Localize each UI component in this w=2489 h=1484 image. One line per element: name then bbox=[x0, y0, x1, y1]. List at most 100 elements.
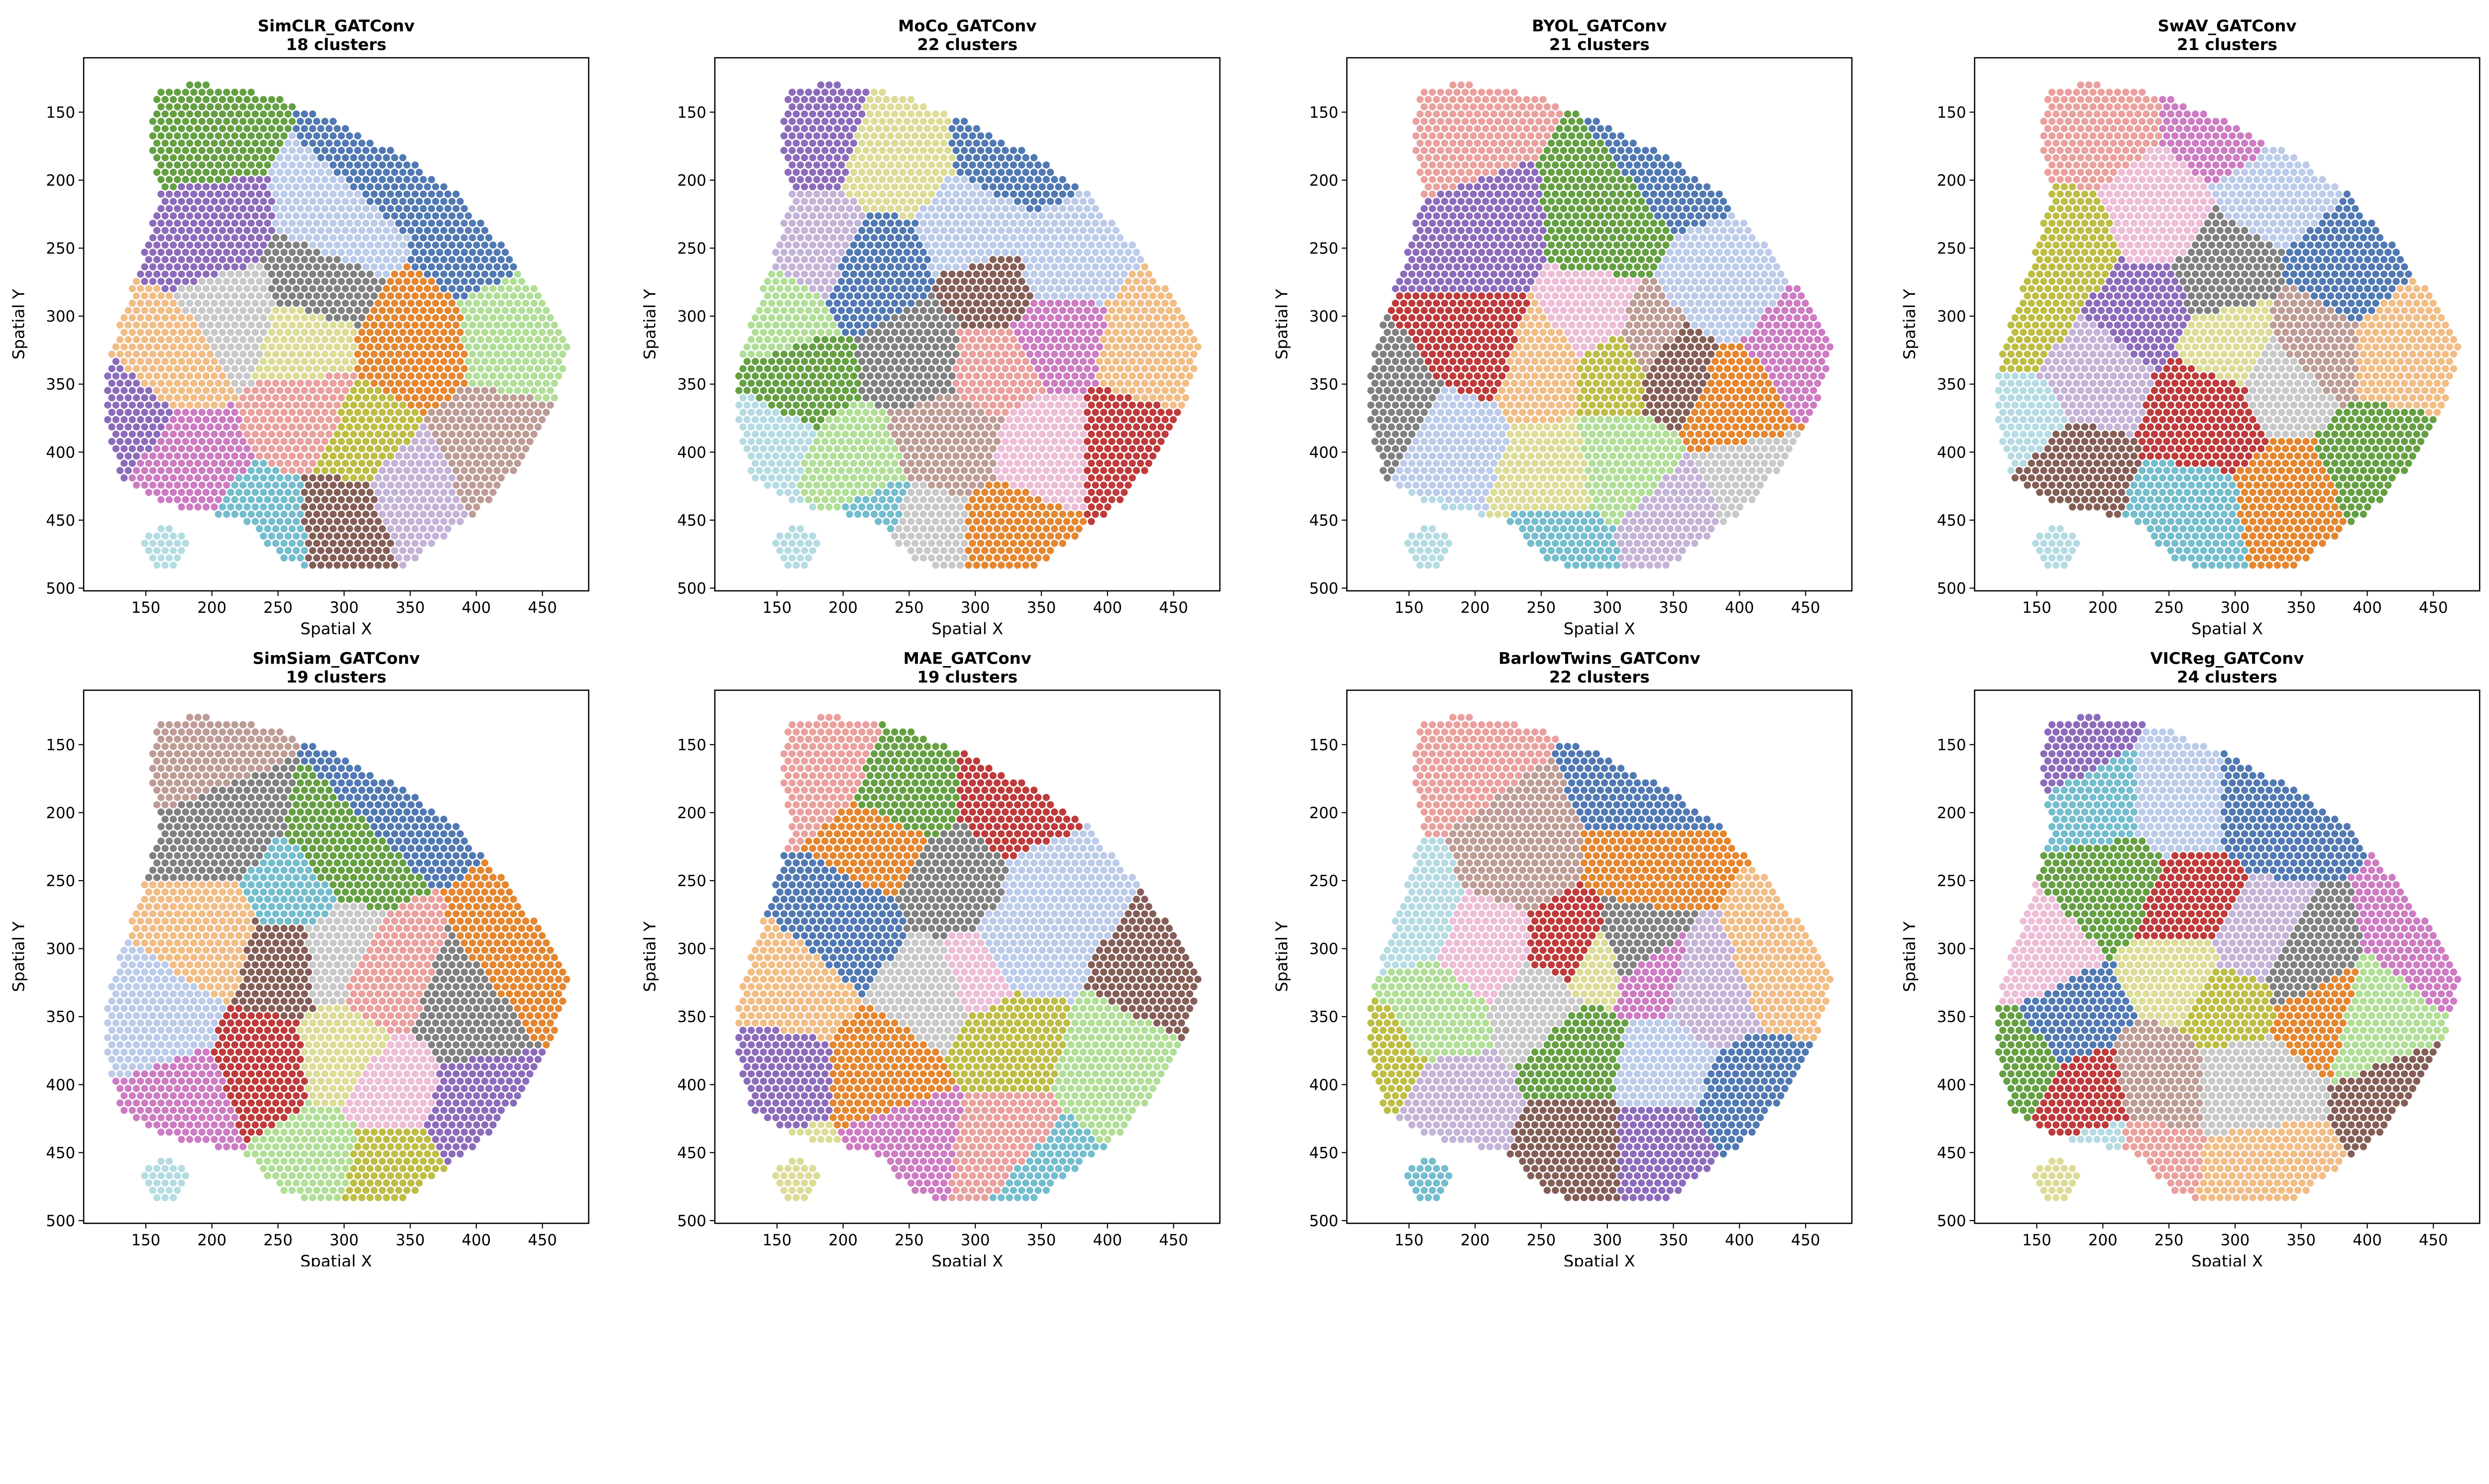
spot-point bbox=[313, 393, 321, 402]
spot-point bbox=[144, 357, 153, 366]
spot-point bbox=[866, 314, 874, 322]
spot-point bbox=[829, 350, 837, 358]
spot-point bbox=[1108, 306, 1116, 315]
spot-point bbox=[152, 546, 161, 555]
spot-point bbox=[1034, 161, 1042, 169]
spot-point bbox=[1104, 386, 1112, 395]
spot-point bbox=[177, 314, 186, 322]
spot-point bbox=[1120, 299, 1129, 308]
spot-point bbox=[1087, 357, 1096, 366]
spot-point bbox=[837, 248, 846, 257]
spot-point bbox=[185, 299, 194, 308]
spot-point bbox=[1169, 415, 1178, 424]
spot-point bbox=[837, 103, 846, 111]
spot-point bbox=[271, 233, 280, 242]
spot-point bbox=[259, 124, 268, 133]
spot-point bbox=[480, 386, 489, 395]
spot-point bbox=[812, 146, 821, 155]
spot-point bbox=[394, 423, 403, 431]
spot-point bbox=[263, 364, 272, 373]
spot-point bbox=[935, 292, 944, 300]
spot-point bbox=[390, 430, 399, 439]
spot-point bbox=[349, 226, 358, 235]
spot-point bbox=[985, 408, 993, 417]
spot-point bbox=[501, 277, 510, 286]
spot-point bbox=[935, 423, 944, 431]
spot-point bbox=[1005, 328, 1014, 337]
spot-point bbox=[546, 372, 555, 380]
spot-point bbox=[1025, 306, 1034, 315]
spot-point bbox=[1013, 415, 1022, 424]
spot-point bbox=[972, 415, 981, 424]
spot-point bbox=[899, 357, 907, 366]
spot-point bbox=[935, 262, 944, 271]
spot-point bbox=[415, 445, 424, 453]
spot-point bbox=[161, 284, 169, 293]
spot-point bbox=[140, 350, 149, 358]
spot-point bbox=[423, 183, 432, 191]
spot-point bbox=[251, 328, 259, 337]
spot-point bbox=[247, 292, 255, 300]
spot-point bbox=[1095, 255, 1104, 264]
spot-point bbox=[202, 445, 211, 453]
spot-point bbox=[870, 146, 879, 155]
spot-point bbox=[238, 175, 247, 184]
spot-point bbox=[513, 386, 522, 395]
spot-point bbox=[321, 175, 329, 184]
spot-point bbox=[833, 241, 842, 249]
spot-point bbox=[304, 495, 313, 504]
spot-point bbox=[419, 364, 428, 373]
spot-point bbox=[829, 131, 837, 140]
spot-point bbox=[157, 219, 165, 228]
spot-point bbox=[280, 277, 288, 286]
spot-point bbox=[251, 110, 259, 118]
spot-point bbox=[763, 379, 772, 388]
spot-point bbox=[501, 452, 510, 460]
spot-point bbox=[825, 445, 833, 453]
spot-point bbox=[210, 430, 219, 439]
spot-point bbox=[915, 401, 923, 409]
spot-point bbox=[440, 226, 448, 235]
spot-point bbox=[784, 212, 792, 220]
spot-point bbox=[181, 117, 190, 125]
spot-point bbox=[313, 161, 321, 169]
spot-point bbox=[903, 393, 911, 402]
spot-point bbox=[214, 103, 223, 111]
spot-point bbox=[165, 88, 174, 97]
spot-point bbox=[800, 226, 809, 235]
spot-point bbox=[821, 219, 829, 228]
spot-point bbox=[431, 401, 440, 409]
spot-point bbox=[337, 554, 345, 562]
spot-point bbox=[833, 212, 842, 220]
spot-point bbox=[152, 372, 161, 380]
spot-point bbox=[444, 437, 452, 446]
spot-point bbox=[357, 255, 366, 264]
spot-point bbox=[1001, 161, 1010, 169]
spot-point bbox=[1083, 190, 1092, 199]
spot-point bbox=[841, 459, 850, 467]
spot-point bbox=[943, 146, 952, 155]
spot-point bbox=[1140, 321, 1149, 330]
spot-point bbox=[313, 554, 321, 562]
spot-point bbox=[226, 95, 235, 104]
spot-point bbox=[776, 241, 784, 249]
spot-point bbox=[329, 452, 338, 460]
spot-point bbox=[895, 437, 903, 446]
spot-point bbox=[878, 175, 887, 184]
spot-point bbox=[899, 415, 907, 424]
y-tick-label: 400 bbox=[46, 444, 75, 461]
spot-point bbox=[378, 175, 387, 184]
spot-point bbox=[226, 445, 235, 453]
spot-point bbox=[939, 212, 948, 220]
spot-point bbox=[976, 335, 985, 344]
spot-point bbox=[374, 183, 382, 191]
spot-point bbox=[968, 321, 977, 330]
spot-point bbox=[497, 255, 505, 264]
spot-point bbox=[886, 364, 895, 373]
spot-point bbox=[427, 190, 436, 199]
spot-point bbox=[198, 466, 206, 475]
spot-point bbox=[1132, 452, 1141, 460]
spot-point bbox=[780, 423, 789, 431]
spot-point bbox=[948, 139, 956, 147]
spot-point bbox=[152, 445, 161, 453]
